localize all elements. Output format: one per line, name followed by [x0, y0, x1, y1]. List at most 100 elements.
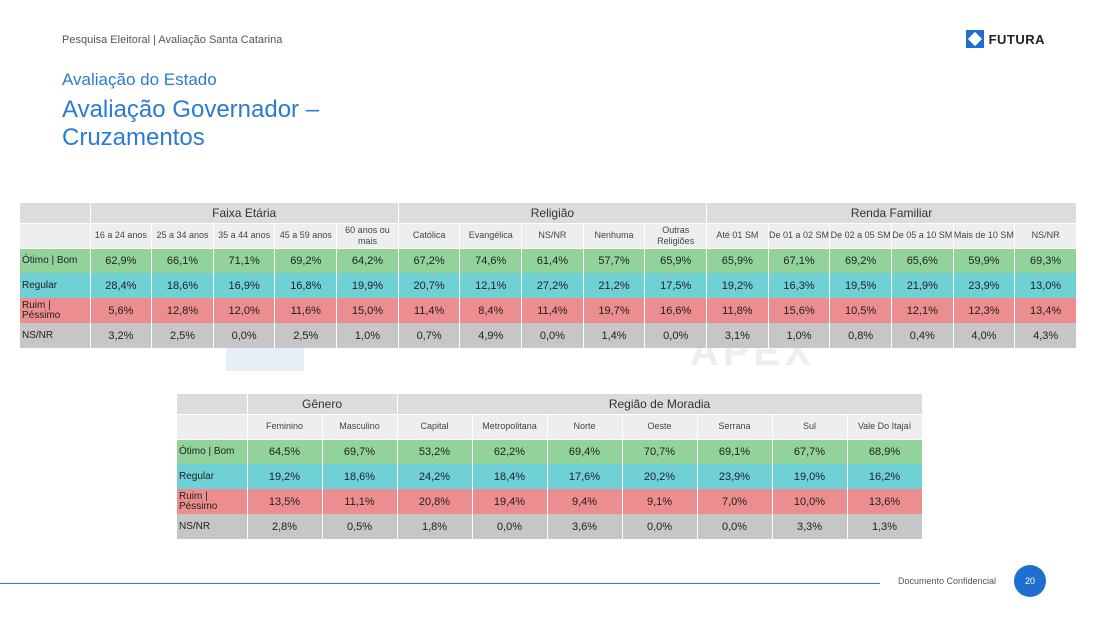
table-cell: 70,7%: [622, 439, 698, 464]
column-header: Nenhuma: [583, 223, 646, 249]
table-row: NS/NR 3,2% 2,5% 0,0% 2,5% 1,0% 0,7% 4,9% 0,0% 1,4…: [20, 323, 1077, 348]
table-cell: 19,2%: [706, 273, 769, 298]
watermark-block: [226, 347, 304, 371]
table-cell: 67,7%: [772, 439, 848, 464]
table-cell: 10,0%: [772, 489, 848, 514]
corner-cell: [177, 394, 248, 415]
table-cell: 65,9%: [706, 248, 769, 273]
column-header: NS/NR: [521, 223, 584, 249]
table-cell: 13,0%: [1014, 273, 1077, 298]
table-cell: 64,2%: [336, 248, 399, 273]
column-header: Católica: [398, 223, 461, 249]
table-cell: 28,4%: [90, 273, 153, 298]
table-cell: 23,9%: [697, 464, 773, 489]
table-cell: 19,2%: [247, 464, 323, 489]
table-cell: 11,6%: [274, 298, 338, 323]
table-cell: 1,0%: [768, 323, 831, 348]
table-cell: 19,4%: [472, 489, 548, 514]
table-cell: 21,2%: [583, 273, 646, 298]
page-title: Avaliação Governador – Cruzamentos: [62, 96, 320, 151]
table-cell: 11,8%: [706, 298, 769, 323]
group-header-regiao-de-moradia: Região de Moradia: [397, 394, 923, 415]
table-cell: 3,2%: [90, 323, 153, 348]
table-cell: 64,5%: [247, 439, 323, 464]
table-row: Ruim | Péssimo 13,5% 11,1% 20,8% 19,4% 9,4% 9,…: [177, 489, 923, 514]
table-row: Ruim | Péssimo 5,6% 12,8% 12,0% 11,6% 15,0% 11…: [20, 298, 1077, 323]
futura-logo: FUTURA: [965, 30, 1045, 48]
table-cell: 12,3%: [953, 298, 1016, 323]
table-cell: 13,5%: [247, 489, 323, 514]
table-cell: 69,2%: [829, 248, 892, 273]
table-cell: 24,2%: [397, 464, 473, 489]
table-cell: 0,8%: [829, 323, 892, 348]
table-cell: 71,1%: [213, 248, 276, 273]
table-cell: 19,7%: [583, 298, 646, 323]
table-cell: 69,4%: [547, 439, 623, 464]
table-cell: 3,3%: [772, 514, 848, 539]
logo-text: FUTURA: [988, 31, 1045, 47]
table-cell: 57,7%: [583, 248, 646, 273]
row-label: Ótimo | Bom: [177, 439, 248, 464]
table-cell: 7,0%: [697, 489, 773, 514]
column-header: Até 01 SM: [706, 223, 769, 249]
table-cell: 0,4%: [891, 323, 954, 348]
table-cell: 19,0%: [772, 464, 848, 489]
table-cell: 61,4%: [521, 248, 584, 273]
table-cell: 62,2%: [472, 439, 548, 464]
diamond-square-icon: [965, 30, 984, 48]
table-cell: 9,4%: [547, 489, 623, 514]
table-cell: 19,5%: [829, 273, 892, 298]
table-cell: 5,6%: [90, 298, 153, 323]
table-cell: 16,9%: [213, 273, 276, 298]
page-number-badge: 20: [1014, 565, 1046, 597]
table-cell: 1,4%: [583, 323, 646, 348]
group-header-religiao: Religião: [398, 203, 708, 224]
table-row: Regular 19,2% 18,6% 24,2% 18,4% 17,6% 20,2% 23,…: [177, 464, 923, 489]
table-cell: 3,1%: [706, 323, 769, 348]
table-cell: 1,8%: [397, 514, 473, 539]
column-header: Masculino: [322, 414, 398, 440]
table-cell: 69,1%: [697, 439, 773, 464]
table-cell: 69,7%: [322, 439, 398, 464]
footer-divider: [0, 583, 880, 584]
table-cell: 65,9%: [644, 248, 708, 273]
table-cell: 69,2%: [274, 248, 338, 273]
table-cell: 11,4%: [398, 298, 461, 323]
table-cell: 66,1%: [151, 248, 214, 273]
table-cell: 59,9%: [953, 248, 1016, 273]
table-cell: 69,3%: [1014, 248, 1077, 273]
table-cell: 68,9%: [847, 439, 923, 464]
table-cell: 2,8%: [247, 514, 323, 539]
table-row: NS/NR 2,8% 0,5% 1,8% 0,0% 3,6% 0,0% 0,0% 3,3% 1,3…: [177, 514, 923, 539]
table-cell: 16,8%: [274, 273, 338, 298]
table-cell: 67,2%: [398, 248, 461, 273]
table-cell: 53,2%: [397, 439, 473, 464]
table-cell: 13,6%: [847, 489, 923, 514]
table-cell: 0,0%: [644, 323, 708, 348]
table-cell: 74,6%: [459, 248, 523, 273]
table-cell: 18,4%: [472, 464, 548, 489]
column-header: Oeste: [622, 414, 698, 440]
section-title: Avaliação do Estado: [62, 70, 217, 89]
table-cell: 13,4%: [1014, 298, 1077, 323]
table-cell: 21,9%: [891, 273, 954, 298]
table-cell: 0,0%: [213, 323, 276, 348]
table-cell: 0,7%: [398, 323, 461, 348]
survey-topline: Pesquisa Eleitoral | Avaliação Santa Cat…: [62, 34, 283, 46]
table-cell: 17,6%: [547, 464, 623, 489]
table-cell: 67,1%: [768, 248, 831, 273]
table-cell: 12,1%: [891, 298, 954, 323]
table-cell: 62,9%: [90, 248, 153, 273]
table-cell: 3,6%: [547, 514, 623, 539]
table-cell: 17,5%: [644, 273, 708, 298]
table-cell: 1,3%: [847, 514, 923, 539]
table-cell: 11,1%: [322, 489, 398, 514]
table-cell: 8,4%: [459, 298, 523, 323]
footer-label: Documento Confidencial: [898, 576, 997, 586]
row-label: Regular: [20, 273, 91, 298]
table-cell: 20,2%: [622, 464, 698, 489]
table-cell: 2,5%: [274, 323, 338, 348]
table-cell: 18,6%: [322, 464, 398, 489]
table-row: Ótimo | Bom 62,9% 66,1% 71,1% 69,2% 64,2% 67,2…: [20, 248, 1077, 273]
table-cell: 4,0%: [953, 323, 1016, 348]
